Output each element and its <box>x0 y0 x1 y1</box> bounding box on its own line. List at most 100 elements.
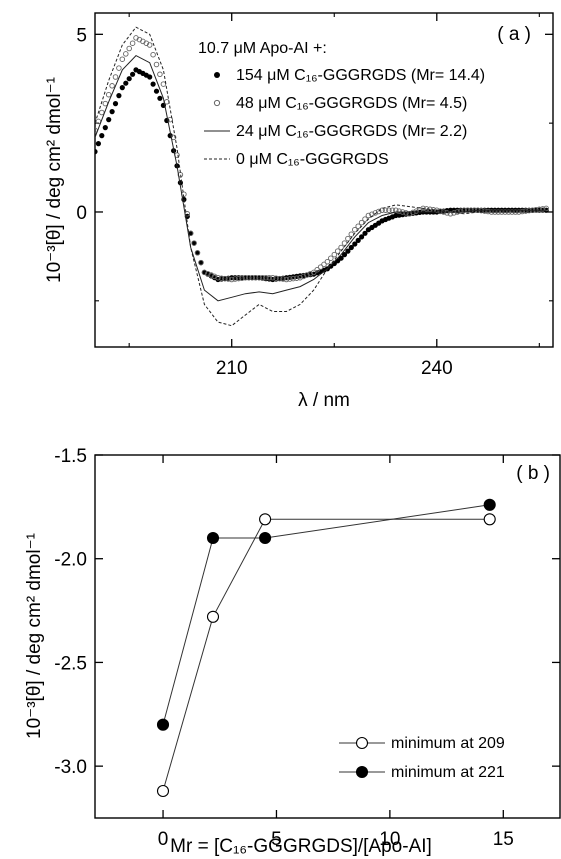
panel-a-data-point <box>246 274 252 281</box>
panel-a-data-point <box>539 206 546 212</box>
panel-a-data-point <box>191 240 197 246</box>
panel-a-legend-items: 154 μM C₁₆-GGGRGDS (Mr= 14.4) 48 μM C₁₆-G… <box>204 67 485 168</box>
panel-b-legend-entry: minimum at 221 <box>391 764 505 781</box>
panel-a-data-point <box>130 71 136 77</box>
panel-a-data-point <box>198 259 204 266</box>
panel-a-data-point <box>109 83 115 89</box>
panel-b-series-0 <box>156 513 496 798</box>
panel-a-series-2 <box>95 54 547 302</box>
panel-a-data-point <box>205 270 211 277</box>
panel-a-data-point <box>106 117 112 123</box>
panel-a-data-point <box>263 274 269 281</box>
panel-a-data-point <box>194 250 201 256</box>
panel-a-data-point <box>331 251 338 258</box>
panel-a-legend-entry: 0 μM C₁₆-GGGRGDS <box>236 151 389 168</box>
panel-a-data-point <box>256 274 262 281</box>
panel-b-series-line <box>162 504 490 725</box>
panel-a-data-point <box>119 56 126 62</box>
panel-a-data-point <box>191 240 197 246</box>
panel-b-y-tick-label: -3.0 <box>54 757 87 778</box>
panel-a-data-point <box>222 275 228 282</box>
panel-a-data-point <box>208 272 214 278</box>
panel-a-data-point <box>242 274 249 281</box>
panel-a-data-point <box>290 275 296 282</box>
panel-a-data-point <box>365 212 372 219</box>
panel-a-data-point <box>157 71 163 78</box>
panel-a-series-line <box>95 54 547 302</box>
panel-b-data-point <box>156 718 170 731</box>
panel-a-y-axis-title: 10⁻³[θ] / deg cm² dmol⁻¹ <box>44 77 65 283</box>
panel-a-data-point <box>218 275 225 281</box>
panel-a-data-point <box>287 276 293 282</box>
panel-a-data-point <box>457 208 464 214</box>
panel-a-data-point <box>297 274 303 281</box>
panel-a-tick-labels: 210 240 0 5 <box>76 25 452 379</box>
panel-a-legend-entry: 154 μM C₁₆-GGGRGDS (Mr= 14.4) <box>236 67 485 84</box>
panel-a-data-point <box>386 207 392 213</box>
panel-a-data-point <box>99 109 105 116</box>
panel-b-y-tick-label: -2.5 <box>54 653 87 674</box>
panel-a-data-point <box>194 250 201 256</box>
panel-b-y-tick-label: -2.0 <box>54 550 87 571</box>
panel-a-data-point <box>157 95 163 101</box>
panel-a-data-point <box>112 74 119 80</box>
panel-a-data-point <box>102 125 108 131</box>
panel-a-data-point <box>276 275 283 282</box>
panel-b-legend: minimum at 209 minimum at 221 <box>339 735 505 781</box>
panel-b-y-tick-label: -1.5 <box>54 446 87 467</box>
panel-a-data-point <box>341 240 348 246</box>
panel-a-data-point <box>338 244 344 251</box>
panel-a-legend-title: 10.7 μM Apo-AI +: <box>198 40 327 57</box>
panel-a-data-point <box>198 260 204 266</box>
panel-b-legend-entry: minimum at 209 <box>391 735 505 752</box>
panel-a-data-point <box>123 51 129 57</box>
panel-b-series-line <box>162 518 490 792</box>
panel-a-data-point <box>249 274 255 281</box>
panel-a-data-point <box>420 205 426 212</box>
panel-b-data-point <box>483 498 496 511</box>
panel-a-data-point <box>348 231 355 237</box>
panel-a-data-point <box>444 210 450 216</box>
panel-a-data-point <box>358 219 365 226</box>
panel-a-data-point <box>355 237 361 243</box>
panel-b-axis-ticks <box>95 454 560 818</box>
panel-b-legend-marker <box>355 736 369 750</box>
panel-a-data-point <box>232 276 238 282</box>
panel-a-data-point <box>228 276 235 283</box>
panel-a-legend-entry: 48 μM C₁₆-GGGRGDS (Mr= 4.5) <box>236 95 467 112</box>
panel-a-data-point <box>112 101 119 107</box>
panel-a-data-point <box>481 208 488 214</box>
panel-a-data-point <box>160 81 167 87</box>
panel-a-data-point <box>382 207 389 213</box>
panel-b-data-point <box>156 784 170 798</box>
panel-a-data-point <box>334 248 341 254</box>
panel-a-data-point <box>328 255 334 261</box>
panel-a-data-point <box>239 275 245 281</box>
panel-a-data-point <box>126 76 132 82</box>
panel-b-x-tick-label: 10 <box>379 829 400 850</box>
panel-a-legend-marker <box>214 72 220 78</box>
panel-b-x-tick-label: 5 <box>271 829 282 850</box>
panel-a-data-point <box>283 276 290 283</box>
panel-a-data-point <box>273 275 279 281</box>
panel-b-y-axis-title: 10⁻³[θ] / deg cm² dmol⁻¹ <box>24 533 45 739</box>
panel-a-data-point <box>150 51 156 58</box>
panel-a-data-point <box>314 266 320 273</box>
panel-a-legend-entry: 24 μM C₁₆-GGGRGDS (Mr= 2.2) <box>236 123 467 140</box>
panel-a-y-tick-label: 0 <box>76 203 87 224</box>
panel-a-x-tick-label: 210 <box>216 358 248 379</box>
panel-a-data-point <box>300 273 307 280</box>
panel-b-chart: 0 5 10 15 -3.0 -2.5 -2.0 -1.5 ( b ) 10⁻³[θ] / d… <box>24 446 561 857</box>
panel-a-data-point <box>116 93 122 99</box>
panel-a-data-point <box>321 261 327 268</box>
panel-a-data-point <box>324 258 331 265</box>
panel-b-data-point <box>259 513 272 526</box>
panel-a-data-point <box>252 274 259 281</box>
panel-a-data-point <box>403 210 409 216</box>
panel-a-y-tick-label: 5 <box>76 25 87 46</box>
panel-a-data-point <box>153 88 160 94</box>
panel-a-data-point <box>372 210 379 216</box>
panel-a-label: ( a ) <box>497 24 531 45</box>
